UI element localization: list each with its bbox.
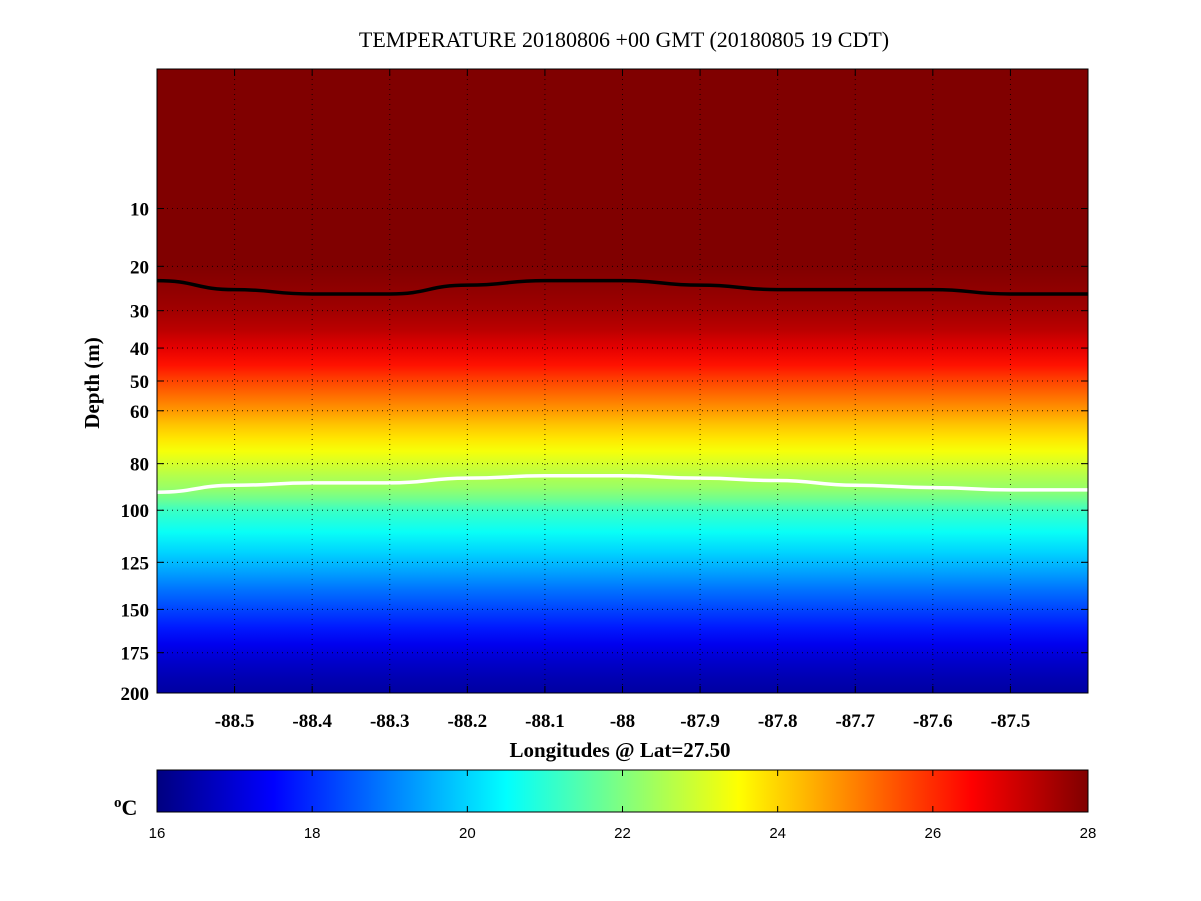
x-tick-label: -87.7 bbox=[835, 711, 875, 732]
isotherm-contours bbox=[157, 278, 1088, 494]
colorbar-ticks: 16 18 20 22 24 26 28 bbox=[149, 770, 1097, 842]
x-axis-label: Longitudes @ Lat=27.50 bbox=[509, 738, 730, 762]
isotherm-line bbox=[157, 278, 1088, 296]
colorbar-tick-label: 20 bbox=[459, 825, 476, 842]
y-tick-label: 175 bbox=[121, 644, 150, 665]
y-tick-label: 50 bbox=[130, 372, 149, 393]
x-tick-label: -88.5 bbox=[215, 711, 255, 732]
x-tick-label: -88.1 bbox=[525, 711, 565, 732]
colorbar-unit-label: oC bbox=[114, 795, 137, 820]
y-tick-label: 125 bbox=[121, 553, 150, 574]
y-tick-label: 100 bbox=[121, 501, 150, 522]
colorbar-tick-label: 18 bbox=[304, 825, 321, 842]
plot-area: -88.5 -88.4 -88.3 -88.2 -88.1 -88 -87.9 -87.8 -8… bbox=[121, 68, 1089, 732]
colorbar-tick-label: 28 bbox=[1080, 825, 1097, 842]
colorbar-tick-label: 22 bbox=[614, 825, 631, 842]
x-tick-label: -87.5 bbox=[991, 711, 1031, 732]
y-tick-label: 60 bbox=[130, 402, 149, 423]
y-tick-label: 150 bbox=[121, 600, 150, 621]
grid-lines bbox=[157, 69, 1088, 693]
chart-title: TEMPERATURE 20180806 +00 GMT (20180805 1… bbox=[359, 27, 889, 52]
colorbar-tick-label: 16 bbox=[149, 825, 166, 842]
x-tick-label: -88.4 bbox=[292, 711, 332, 732]
y-tick-label: 40 bbox=[130, 339, 149, 360]
x-tick-label: -88.3 bbox=[370, 711, 410, 732]
y-tick-label: 20 bbox=[130, 257, 149, 278]
x-tick-label: -88 bbox=[610, 711, 635, 732]
x-tick-label: -87.6 bbox=[913, 711, 953, 732]
y-axis-ticks: 10 20 30 40 50 60 80 100 125 150 175 200 bbox=[121, 200, 1088, 705]
y-axis-label: Depth (m) bbox=[80, 337, 104, 429]
y-tick-label: 30 bbox=[130, 302, 149, 323]
y-tick-label: 200 bbox=[121, 684, 150, 705]
colorbar-tick-label: 26 bbox=[924, 825, 941, 842]
colorbar: 16 18 20 22 24 26 28 oC bbox=[114, 769, 1097, 842]
y-tick-label: 10 bbox=[130, 200, 149, 221]
x-tick-label: -88.2 bbox=[448, 711, 488, 732]
x-axis-ticks: -88.5 -88.4 -88.3 -88.2 -88.1 -88 -87.9 -87.8 -8… bbox=[215, 69, 1030, 732]
y-tick-label: 80 bbox=[130, 455, 149, 476]
x-tick-label: -87.9 bbox=[680, 711, 720, 732]
isotherm-line bbox=[157, 474, 1088, 494]
x-tick-label: -87.8 bbox=[758, 711, 798, 732]
colorbar-tick-label: 24 bbox=[769, 825, 786, 842]
colorbar-strip bbox=[156, 769, 1089, 813]
